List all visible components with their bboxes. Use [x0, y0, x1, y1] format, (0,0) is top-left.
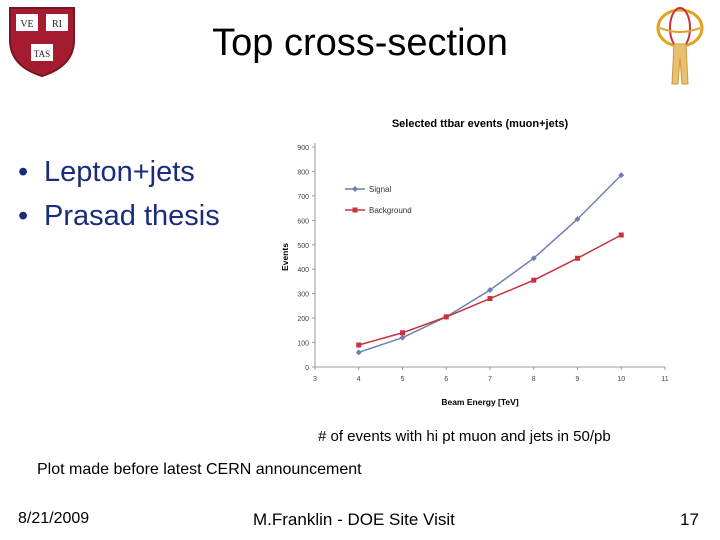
- y-tick-label: 600: [297, 218, 309, 225]
- atlas-experiment-logo-icon: [650, 2, 710, 97]
- plot-note: Plot made before latest CERN announcemen…: [37, 461, 362, 478]
- legend-marker: [352, 207, 358, 213]
- svg-text:RI: RI: [52, 19, 62, 30]
- x-tick-label: 6: [444, 376, 448, 383]
- y-tick-label: 400: [297, 267, 309, 274]
- x-axis-label: Beam Energy [TeV]: [441, 397, 518, 407]
- data-point: [399, 334, 406, 341]
- y-tick-label: 200: [297, 316, 309, 323]
- x-tick-label: 5: [401, 376, 405, 383]
- legend-label: Signal: [369, 185, 391, 194]
- x-tick-label: 9: [576, 376, 580, 383]
- data-point: [487, 296, 493, 302]
- slide-title: Top cross-section: [212, 22, 508, 64]
- data-point: [618, 172, 625, 179]
- data-point: [487, 287, 493, 293]
- footer-date: 8/21/2009: [18, 510, 90, 527]
- svg-text:TAS: TAS: [34, 49, 50, 59]
- legend-marker: [352, 186, 358, 192]
- x-tick-label: 3: [313, 376, 317, 383]
- bullet-list: • Lepton+jets • Prasad thesis: [18, 150, 220, 238]
- y-tick-label: 300: [297, 292, 309, 299]
- x-tick-label: 7: [488, 376, 492, 383]
- footer-presenter: M.Franklin - DOE Site Visit: [253, 510, 455, 529]
- bullet-text: Prasad thesis: [44, 200, 220, 232]
- chart-caption: # of events with hi pt muon and jets in …: [318, 428, 611, 445]
- harvard-shield-icon: VE RI TAS: [4, 2, 80, 85]
- data-point: [356, 342, 362, 348]
- y-tick-label: 500: [297, 243, 309, 250]
- legend-label: Background: [369, 206, 412, 215]
- data-point: [531, 277, 537, 283]
- data-point: [618, 232, 624, 238]
- events-line-chart: Selected ttbar events (muon+jets) 0 100 200…: [270, 105, 690, 428]
- y-tick-label: 0: [305, 365, 309, 372]
- x-tick-label: 10: [617, 376, 625, 383]
- chart-title: Selected ttbar events (muon+jets): [392, 118, 569, 130]
- y-tick-label: 800: [297, 169, 309, 176]
- data-point: [443, 314, 449, 320]
- y-tick-label: 700: [297, 194, 309, 201]
- bullet-item: • Prasad thesis: [18, 200, 220, 232]
- y-tick-label: 900: [297, 145, 309, 152]
- data-point: [355, 349, 362, 356]
- bullet-item: • Lepton+jets: [18, 156, 195, 188]
- data-point: [530, 255, 537, 262]
- y-tick-label: 100: [297, 341, 309, 348]
- x-tick-label: 11: [661, 376, 668, 383]
- bullet-text: Lepton+jets: [44, 156, 195, 188]
- data-point: [400, 330, 405, 336]
- x-tick-label: 4: [357, 376, 361, 383]
- data-point: [575, 255, 580, 261]
- y-axis-label: Events: [280, 243, 290, 271]
- page-number: 17: [680, 510, 699, 529]
- series-line-signal: [358, 174, 622, 354]
- data-point: [574, 216, 581, 223]
- x-tick-label: 8: [532, 376, 536, 383]
- svg-text:VE: VE: [20, 19, 33, 30]
